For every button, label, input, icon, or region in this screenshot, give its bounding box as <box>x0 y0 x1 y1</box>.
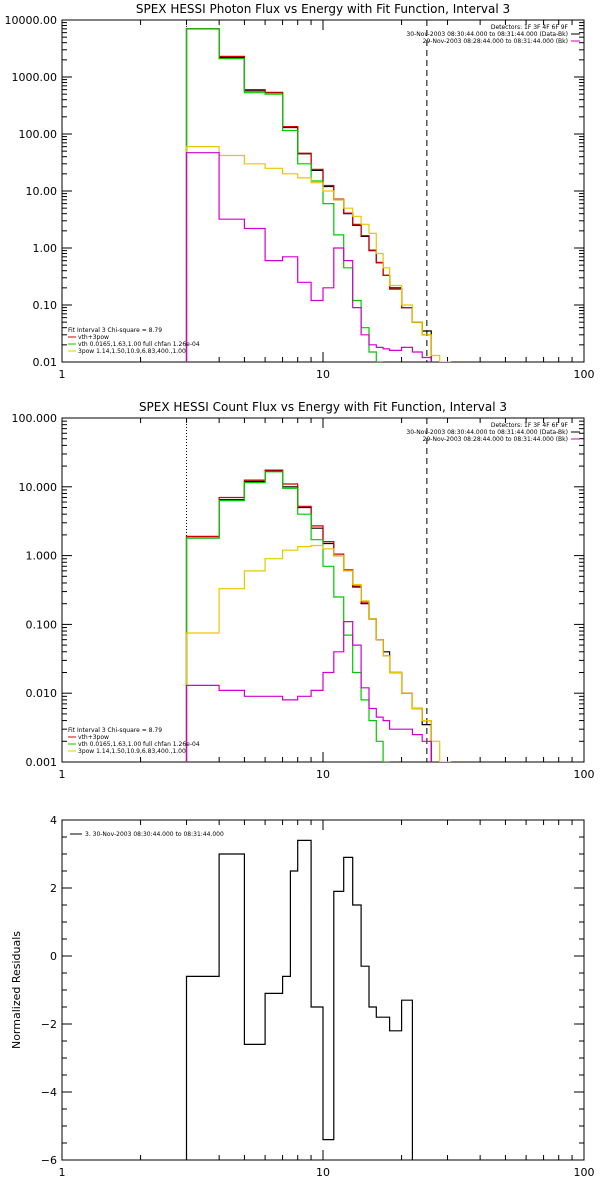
legend-fit-header: Fit Interval 3 Chi-square = 8.79 <box>68 327 162 334</box>
legend-entry: vth 0.0165,1.63,1.00 full chfan 1.26e-04 <box>78 341 200 348</box>
series-line-1 <box>185 28 432 362</box>
plot-frame <box>61 417 585 763</box>
y-tick-label: 1.000 <box>26 550 58 563</box>
y-tick-label: 0.010 <box>26 687 58 700</box>
series-line-4 <box>185 544 452 762</box>
y-tick-label: 2 <box>50 882 57 895</box>
y-tick-label: −2 <box>41 1018 57 1031</box>
x-tick-label: 1 <box>59 768 66 781</box>
legend-interval-bk: 29-Nov-2003 08:28:44.000 to 08:31:44.000… <box>423 38 568 45</box>
x-tick-label: 100 <box>574 368 595 381</box>
legend-interval-data: 30-Nov-2003 08:30:44.000 to 08:31:44.000… <box>406 31 568 38</box>
y-tick-label: 0.01 <box>33 356 58 369</box>
chart-panel-2: SPEX HESSI Count Flux vs Energy with Fit… <box>12 400 595 781</box>
series-line-4 <box>185 146 452 362</box>
series-line-3 <box>185 28 384 362</box>
legend-interval-bk: 29-Nov-2003 08:28:44.000 to 08:31:44.000… <box>423 436 568 443</box>
chart-panel-3: 1 10 100 −6 −4 −2 0 2 4 Normalized Residuals 3. 30… <box>10 814 595 1179</box>
series-line-2 <box>185 28 432 362</box>
y-tick-label: 10.00 <box>26 185 58 198</box>
x-tick-label: 1 <box>59 368 66 381</box>
legend-entry: 3pow 1.14,1.50,10.9,6.83,400.,1.00 <box>78 348 186 355</box>
chart-title: SPEX HESSI Photon Flux vs Energy with Fi… <box>136 2 510 16</box>
legend-detectors: Detectors: 1F 3F 4F 6F 9F <box>491 24 569 31</box>
y-tick-label: 0 <box>50 950 57 963</box>
x-tick-label: 100 <box>574 1166 595 1179</box>
y-tick-label: 0.100 <box>26 618 58 631</box>
y-tick-label: 1000.00 <box>12 71 58 84</box>
legend-entry: 3. 30-Nov-2003 08:30:44.000 to 08:31:44.… <box>85 831 224 838</box>
x-tick-label: 100 <box>574 768 595 781</box>
series-line-5 <box>185 152 432 362</box>
legend-entry: 3pow 1.14,1.50,10.9,6.83,400.,1.00 <box>78 748 186 755</box>
series-line-1 <box>185 839 413 1160</box>
y-tick-label: 100.00 <box>19 128 58 141</box>
y-axis-label: Normalized Residuals <box>10 931 23 1049</box>
legend-fit-header: Fit Interval 3 Chi-square = 8.79 <box>68 727 162 734</box>
x-tick-label: 1 <box>59 1166 66 1179</box>
x-tick-label: 10 <box>316 368 330 381</box>
legend-entry: vth 0.0165,1.63,1.00 full chfan 1.26e-04 <box>78 741 200 748</box>
series-line-3 <box>185 471 390 762</box>
chart-title: SPEX HESSI Count Flux vs Energy with Fit… <box>139 400 507 414</box>
y-tick-label: −6 <box>41 1154 57 1167</box>
legend-interval-data: 30-Nov-2003 08:30:44.000 to 08:31:44.000… <box>406 429 568 436</box>
legend-entry: vth+3pow <box>78 734 109 741</box>
x-tick-label: 10 <box>316 1166 330 1179</box>
y-tick-label: −4 <box>41 1086 57 1099</box>
y-tick-label: 0.001 <box>26 756 58 769</box>
y-tick-label: 4 <box>50 814 57 827</box>
y-tick-label: 100.000 <box>12 412 58 425</box>
x-tick-label: 10 <box>316 768 330 781</box>
y-tick-label: 10.000 <box>19 481 58 494</box>
y-tick-label: 1.00 <box>33 242 58 255</box>
legend-entry: vth+3pow <box>78 334 109 341</box>
y-tick-label: 10000.00 <box>5 14 58 27</box>
legend-detectors: Detectors: 1F 3F 4F 6F 9F <box>491 422 569 429</box>
y-tick-label: 0.10 <box>33 299 58 312</box>
series-line-5 <box>185 621 432 762</box>
chart-panel-1: SPEX HESSI Photon Flux vs Energy with Fi… <box>5 2 595 381</box>
